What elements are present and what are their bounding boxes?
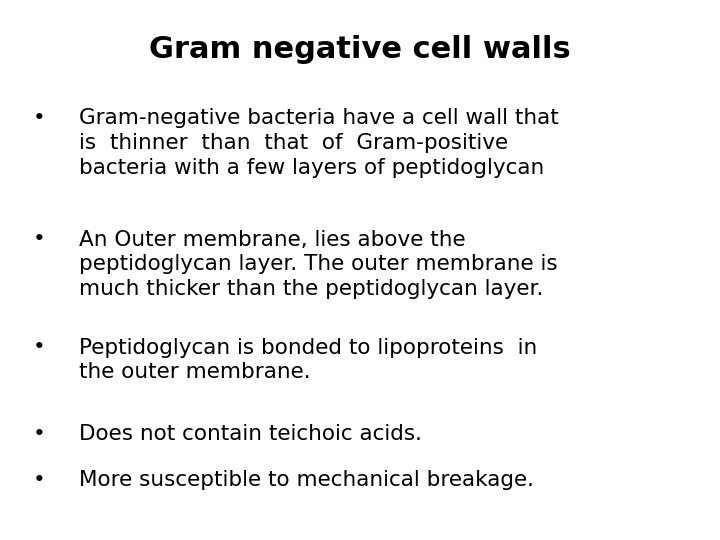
Text: •: • bbox=[33, 230, 46, 249]
Text: Peptidoglycan is bonded to lipoproteins  in
the outer membrane.: Peptidoglycan is bonded to lipoproteins … bbox=[79, 338, 537, 382]
Text: •: • bbox=[33, 470, 46, 490]
Text: Does not contain teichoic acids.: Does not contain teichoic acids. bbox=[79, 424, 422, 444]
Text: •: • bbox=[33, 108, 46, 128]
Text: More susceptible to mechanical breakage.: More susceptible to mechanical breakage. bbox=[79, 470, 534, 490]
Text: Gram-negative bacteria have a cell wall that
is  thinner  than  that  of  Gram-p: Gram-negative bacteria have a cell wall … bbox=[79, 108, 559, 178]
Text: Gram negative cell walls: Gram negative cell walls bbox=[149, 35, 571, 64]
Text: •: • bbox=[33, 338, 46, 357]
Text: •: • bbox=[33, 424, 46, 444]
Text: An Outer membrane, lies above the
peptidoglycan layer. The outer membrane is
muc: An Outer membrane, lies above the peptid… bbox=[79, 230, 558, 299]
